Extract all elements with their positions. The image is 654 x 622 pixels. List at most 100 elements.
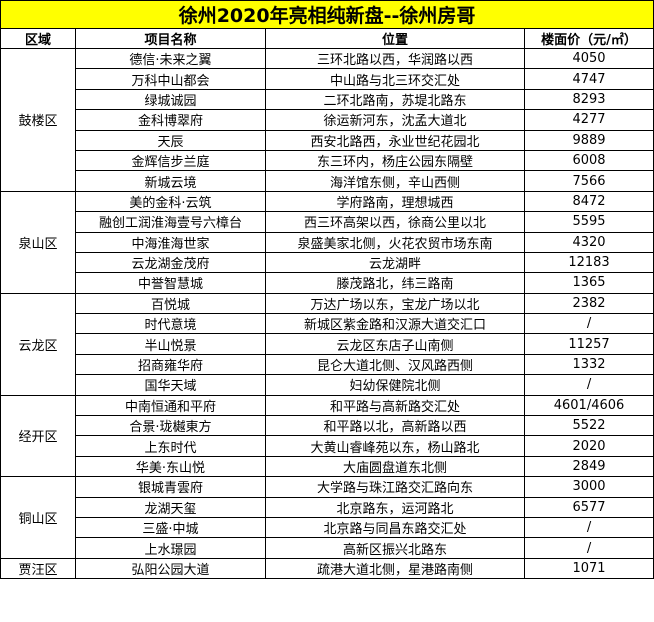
table-row: 金科博翠府 徐运新河东，沈孟大道北 4277 bbox=[1, 109, 654, 131]
price-cell: 5522 bbox=[523, 415, 654, 437]
name-cell: 百悦城 bbox=[75, 292, 266, 315]
table-row: 云龙区 百悦城 万达广场以东，宝龙广场以北 2382 bbox=[0, 292, 654, 396]
district-cell: 贾汪区 bbox=[0, 557, 76, 580]
name-cell: 半山悦景 bbox=[75, 333, 266, 355]
name-cell: 银城青雲府 bbox=[75, 476, 266, 498]
table-row: 泉山区 美的金科·云筑 学府路南，理想城西 8472 bbox=[0, 190, 654, 294]
location-cell: 大学路与珠江路交汇路向东 bbox=[265, 476, 525, 498]
name-cell: 招商雍华府 bbox=[75, 353, 266, 376]
location-cell: 二环北路南，苏堤北路东 bbox=[265, 88, 525, 111]
name-cell: 万科中山都会 bbox=[75, 68, 266, 90]
price-cell: / bbox=[523, 374, 654, 396]
price-cell: 6008 bbox=[523, 149, 654, 172]
name-cell: 天辰 bbox=[75, 129, 266, 151]
table-row: 中海淮海世家 泉盛美家北侧，火花农贸市场东南 4320 bbox=[1, 231, 654, 253]
table-row: 招商雍华府 昆仑大道北侧、汉风路西侧 1332 bbox=[1, 353, 654, 376]
location-cell: 昆仑大道北侧、汉风路西侧 bbox=[265, 353, 525, 376]
table-row: 三盛·中城 北京路与同昌东路交汇处 / bbox=[1, 516, 654, 539]
location-cell: 北京路与同昌东路交汇处 bbox=[265, 516, 525, 539]
price-cell: 7566 bbox=[523, 170, 654, 192]
table-row: 龙湖天玺 北京路东，运河路北 6577 bbox=[1, 496, 654, 518]
table-row: 合景·珑樾東方 和平路以北，高新路以西 5522 bbox=[1, 415, 654, 437]
name-cell: 德信·未来之翼 bbox=[75, 47, 266, 70]
price-cell: 2849 bbox=[523, 455, 654, 478]
district-cell: 泉山区 bbox=[0, 190, 76, 294]
price-cell: / bbox=[523, 313, 654, 335]
price-cell: 4050 bbox=[523, 47, 654, 70]
table-row: 鼓楼区 德信·未来之翼 三环北路以西，华润路以西 4050 bbox=[0, 47, 654, 192]
name-cell: 中誉智慧城 bbox=[75, 272, 266, 294]
location-cell: 疏港大道北侧，星港路南侧 bbox=[265, 557, 525, 580]
price-cell: 11257 bbox=[523, 333, 654, 355]
price-cell: 12183 bbox=[523, 251, 654, 274]
location-cell: 万达广场以东，宝龙广场以北 bbox=[265, 292, 525, 315]
table-row: 绿城诚园 二环北路南，苏堤北路东 8293 bbox=[1, 88, 654, 111]
location-cell: 北京路东，运河路北 bbox=[265, 496, 525, 518]
location-cell: 妇幼保健院北侧 bbox=[265, 374, 525, 396]
location-cell: 海洋馆东侧，辛山西侧 bbox=[265, 170, 525, 192]
price-cell: 4320 bbox=[523, 231, 654, 253]
location-cell: 云龙湖畔 bbox=[265, 251, 525, 274]
price-cell: / bbox=[523, 516, 654, 539]
price-cell: 9889 bbox=[523, 129, 654, 151]
price-cell: 2382 bbox=[523, 292, 654, 315]
name-cell: 时代意境 bbox=[75, 313, 266, 335]
table-row: 贾汪区 弘阳公园大道 疏港大道北侧，星港路南侧 1071 bbox=[0, 557, 654, 580]
name-cell: 美的金科·云筑 bbox=[75, 190, 266, 213]
price-cell: 5595 bbox=[523, 211, 654, 233]
table-row: 半山悦景 云龙区东店子山南侧 11257 bbox=[1, 333, 654, 355]
header-district: 区域 bbox=[0, 28, 76, 49]
location-cell: 新城区紫金路和汉源大道交汇口 bbox=[265, 313, 525, 335]
location-cell: 东三环内，杨庄公园东隔壁 bbox=[265, 149, 525, 172]
price-cell: 1071 bbox=[523, 557, 654, 580]
table-row: 铜山区 银城青雲府 大学路与珠江路交汇路向东 3000 bbox=[0, 476, 654, 559]
name-cell: 云龙湖金茂府 bbox=[75, 251, 266, 274]
name-cell: 龙湖天玺 bbox=[75, 496, 266, 518]
header-name: 项目名称 bbox=[75, 28, 266, 49]
name-cell: 上东时代 bbox=[75, 435, 266, 457]
header-price: 楼面价（元/㎡） bbox=[523, 28, 654, 49]
name-cell: 华美·东山悦 bbox=[75, 455, 266, 478]
price-cell: 6577 bbox=[523, 496, 654, 518]
table-row: 国华天域 妇幼保健院北侧 / bbox=[1, 374, 654, 396]
price-cell: 4601/4606 bbox=[523, 394, 654, 417]
name-cell: 上水璟园 bbox=[75, 537, 266, 559]
table-row: 时代意境 新城区紫金路和汉源大道交汇口 / bbox=[1, 313, 654, 335]
name-cell: 中海淮海世家 bbox=[75, 231, 266, 253]
district-cell: 铜山区 bbox=[0, 476, 76, 559]
price-cell: / bbox=[523, 537, 654, 559]
table-row: 融创工润淮海壹号六樟台 西三环高架以西，徐商公里以北 5595 bbox=[1, 211, 654, 233]
location-cell: 和平路以北，高新路以西 bbox=[265, 415, 525, 437]
price-cell: 4277 bbox=[523, 109, 654, 131]
price-cell: 1332 bbox=[523, 353, 654, 376]
name-cell: 绿城诚园 bbox=[75, 88, 266, 111]
table-row: 经开区 中南恒通和平府 和平路与高新路交汇处 4601/4606 bbox=[0, 394, 654, 478]
price-cell: 8293 bbox=[523, 88, 654, 111]
header-location: 位置 bbox=[265, 28, 525, 49]
price-cell: 4747 bbox=[523, 68, 654, 90]
location-cell: 滕茂路北，纬三路南 bbox=[265, 272, 525, 294]
table-row: 上水璟园 高新区振兴北路东 / bbox=[1, 537, 654, 559]
location-cell: 中山路与北三环交汇处 bbox=[265, 68, 525, 90]
table-row: 天辰 西安北路西，永业世纪花园北 9889 bbox=[1, 129, 654, 151]
table-row: 中誉智慧城 滕茂路北，纬三路南 1365 bbox=[1, 272, 654, 294]
location-cell: 云龙区东店子山南侧 bbox=[265, 333, 525, 355]
location-cell: 三环北路以西，华润路以西 bbox=[265, 47, 525, 70]
price-cell: 3000 bbox=[523, 476, 654, 498]
name-cell: 中南恒通和平府 bbox=[75, 394, 266, 417]
location-cell: 西安北路西，永业世纪花园北 bbox=[265, 129, 525, 151]
table-row: 金辉信步兰庭 东三环内，杨庄公园东隔壁 6008 bbox=[1, 149, 654, 172]
name-cell: 国华天域 bbox=[75, 374, 266, 396]
location-cell: 学府路南，理想城西 bbox=[265, 190, 525, 213]
name-cell: 金辉信步兰庭 bbox=[75, 149, 266, 172]
table-row: 华美·东山悦 大庙圆盘道东北侧 2849 bbox=[1, 455, 654, 478]
table-row: 云龙湖金茂府 云龙湖畔 12183 bbox=[1, 251, 654, 274]
housing-price-table: 徐州2020年亮相纯新盘--徐州房哥 区域 项目名称 位置 楼面价（元/㎡） 鼓… bbox=[0, 0, 654, 580]
price-cell: 8472 bbox=[523, 190, 654, 213]
location-cell: 徐运新河东，沈孟大道北 bbox=[265, 109, 525, 131]
district-cell: 云龙区 bbox=[0, 292, 76, 396]
location-cell: 大黄山睿峰苑以东，杨山路北 bbox=[265, 435, 525, 457]
name-cell: 合景·珑樾東方 bbox=[75, 415, 266, 437]
name-cell: 弘阳公园大道 bbox=[75, 557, 266, 580]
table-row: 万科中山都会 中山路与北三环交汇处 4747 bbox=[1, 68, 654, 90]
